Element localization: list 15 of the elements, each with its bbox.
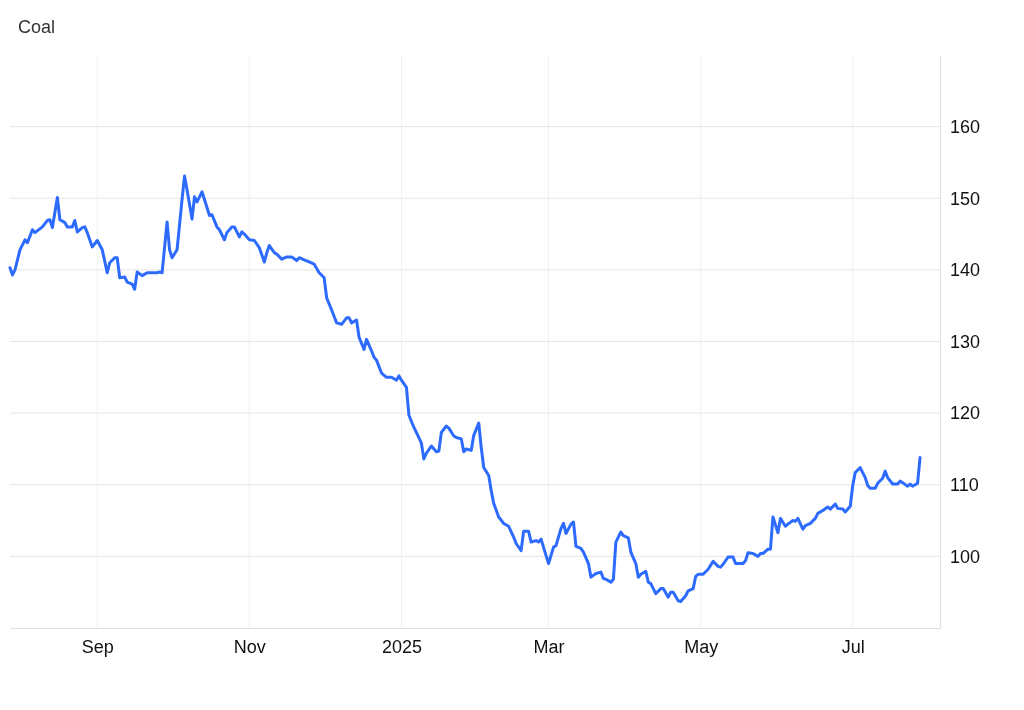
x-tick-label: May [684,636,719,657]
x-tick-label: Nov [233,636,266,657]
x-tick-label: Jul [841,636,865,657]
y-tick-label: 120 [950,403,981,424]
x-tick-label: 2025 [381,636,422,657]
y-tick-label: 150 [950,188,981,209]
chart-title: Coal [18,17,56,37]
y-tick-label: 140 [950,260,981,281]
y-tick-label: 160 [950,116,981,137]
line-series [8,174,922,603]
y-tick-label: 130 [950,331,981,352]
x-tick-label: Sep [81,636,114,657]
y-tick-label: 100 [950,546,981,567]
x-tick-label: Mar [533,636,565,657]
y-tick-label: 110 [950,475,979,496]
